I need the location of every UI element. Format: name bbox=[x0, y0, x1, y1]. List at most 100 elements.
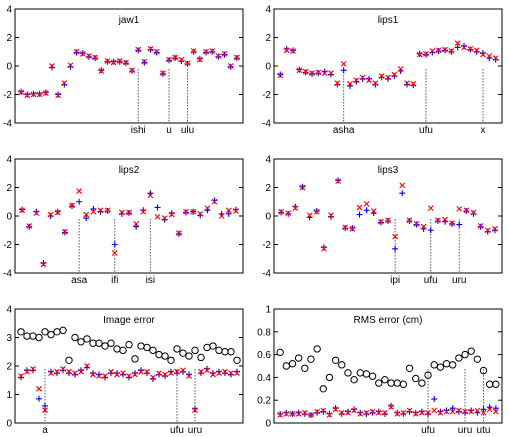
y-tick-label: 2 bbox=[265, 33, 271, 44]
cross-marker bbox=[463, 207, 470, 214]
cross-marker bbox=[96, 373, 102, 379]
cross-marker bbox=[186, 373, 192, 379]
plus-marker bbox=[76, 198, 83, 205]
cross-marker bbox=[448, 48, 455, 54]
annotation-label: ufu bbox=[421, 425, 435, 436]
cross-marker bbox=[160, 70, 166, 77]
plus-marker bbox=[388, 402, 395, 409]
cross-marker bbox=[190, 208, 197, 215]
cross-marker bbox=[326, 412, 333, 418]
plus-marker bbox=[454, 44, 461, 51]
circle-marker bbox=[338, 361, 346, 369]
cross-marker bbox=[24, 368, 30, 375]
plus-marker bbox=[437, 408, 444, 415]
annotation-label: asa bbox=[71, 275, 88, 286]
cross-marker bbox=[347, 80, 353, 87]
cross-marker bbox=[211, 198, 218, 205]
cross-marker bbox=[60, 365, 66, 372]
cross-marker bbox=[54, 368, 60, 375]
y-tick-label: -4 bbox=[262, 119, 271, 130]
y-tick-label: 0.2 bbox=[257, 396, 271, 407]
cross-marker bbox=[437, 409, 444, 416]
cross-marker bbox=[363, 409, 370, 416]
cross-marker bbox=[385, 74, 391, 81]
cross-marker bbox=[209, 48, 216, 54]
circle-marker bbox=[197, 353, 205, 362]
circle-marker bbox=[436, 363, 445, 371]
cross-marker bbox=[302, 68, 309, 75]
plus-marker bbox=[425, 410, 432, 417]
y-tick-label: 4 bbox=[265, 5, 271, 16]
circle-marker bbox=[119, 346, 127, 355]
plus-marker bbox=[456, 221, 463, 228]
panel-title: lips2 bbox=[119, 165, 140, 176]
y-tick-label: 0.4 bbox=[257, 373, 271, 384]
y-tick-label: 3 bbox=[6, 333, 12, 344]
circle-marker bbox=[405, 364, 414, 372]
cross-marker bbox=[434, 217, 441, 224]
cross-marker bbox=[480, 51, 486, 58]
cross-marker bbox=[216, 370, 222, 377]
cross-marker bbox=[48, 370, 54, 377]
cross-marker bbox=[356, 204, 363, 211]
circle-marker bbox=[344, 369, 352, 377]
cross-marker bbox=[55, 92, 62, 99]
cross-marker bbox=[66, 368, 72, 375]
circle-marker bbox=[319, 385, 327, 393]
cross-marker bbox=[225, 207, 232, 214]
annotation-label: x bbox=[481, 125, 486, 136]
plus-marker bbox=[90, 205, 97, 212]
circle-marker bbox=[288, 360, 297, 368]
cross-marker bbox=[419, 409, 425, 416]
cross-marker bbox=[404, 80, 410, 86]
cross-marker bbox=[456, 205, 463, 212]
plus-marker bbox=[351, 406, 358, 413]
circle-marker bbox=[449, 361, 457, 369]
cross-marker bbox=[116, 58, 123, 64]
cross-marker bbox=[72, 370, 78, 377]
panel-title: Image error bbox=[103, 315, 155, 326]
cross-marker bbox=[412, 410, 419, 417]
circle-marker bbox=[47, 330, 55, 339]
cross-marker bbox=[156, 370, 162, 377]
cross-marker bbox=[385, 217, 391, 224]
y-tick-label: 1 bbox=[265, 305, 271, 316]
circle-marker bbox=[65, 356, 73, 364]
cross-marker bbox=[129, 67, 135, 74]
circle-marker bbox=[233, 356, 241, 364]
plus-marker bbox=[344, 408, 351, 415]
cross-marker bbox=[161, 215, 168, 222]
annotation-label: ifi bbox=[111, 275, 118, 286]
cross-marker bbox=[175, 230, 182, 236]
circle-marker bbox=[101, 342, 109, 350]
cross-marker bbox=[123, 59, 129, 66]
cross-marker bbox=[328, 70, 334, 77]
cross-marker bbox=[470, 209, 477, 216]
cross-marker bbox=[306, 212, 313, 219]
cross-marker bbox=[345, 409, 351, 416]
cross-marker bbox=[120, 370, 126, 377]
cross-marker bbox=[462, 408, 468, 415]
y-tick-label: 0.6 bbox=[257, 350, 271, 361]
cross-marker bbox=[467, 46, 474, 52]
y-tick-label: 2 bbox=[6, 362, 12, 373]
cross-marker bbox=[24, 92, 31, 99]
plus-marker bbox=[133, 223, 140, 230]
panel-title: lips1 bbox=[378, 15, 399, 26]
plot-frame bbox=[273, 158, 503, 274]
cross-marker bbox=[340, 60, 347, 67]
cross-marker bbox=[215, 53, 222, 59]
cross-marker bbox=[320, 245, 327, 252]
circle-marker bbox=[191, 346, 199, 355]
annotation-label: ishi bbox=[131, 125, 146, 136]
cross-marker bbox=[486, 406, 493, 413]
cross-marker bbox=[429, 48, 436, 54]
panel-1: jaw1 -4 -2 0 2 4 ishi u ulu bbox=[3, 5, 244, 136]
circle-marker bbox=[461, 350, 469, 359]
cross-marker bbox=[30, 91, 37, 98]
cross-marker bbox=[18, 373, 24, 379]
cross-marker bbox=[442, 46, 448, 53]
cross-marker bbox=[353, 77, 360, 84]
cross-marker bbox=[332, 406, 339, 413]
cross-marker bbox=[477, 223, 484, 229]
